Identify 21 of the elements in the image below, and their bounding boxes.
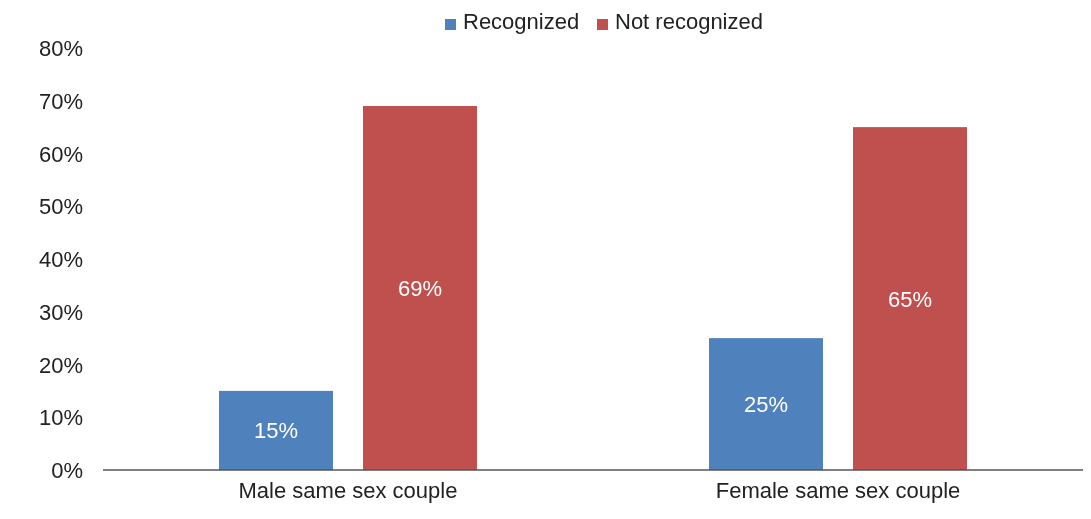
bar: [363, 106, 477, 470]
y-tick-label: 0%: [51, 458, 83, 483]
bar: [853, 127, 967, 470]
y-tick-label: 20%: [38, 352, 83, 378]
legend-label: Not recognized: [615, 9, 763, 34]
y-tick-label: 30%: [38, 299, 83, 325]
data-label: 15%: [253, 418, 299, 444]
y-tick-label: 10%: [38, 405, 83, 431]
data-label: 69%: [397, 276, 443, 302]
x-tick-label: Female same sex couple: [715, 478, 961, 503]
y-tick-label: 70%: [38, 88, 83, 114]
y-tick-label: 40%: [38, 247, 83, 272]
y-tick-label: 50%: [38, 194, 83, 220]
legend-label: Recognized: [463, 9, 580, 34]
bar: [219, 390, 333, 470]
x-tick-label: Male same sex couple: [238, 478, 458, 503]
y-tick-label: 80%: [38, 36, 83, 61]
y-tick-label: 60%: [38, 141, 83, 167]
data-label: 25%: [743, 392, 789, 418]
bar: [709, 338, 823, 470]
data-label: 65%: [887, 286, 933, 312]
